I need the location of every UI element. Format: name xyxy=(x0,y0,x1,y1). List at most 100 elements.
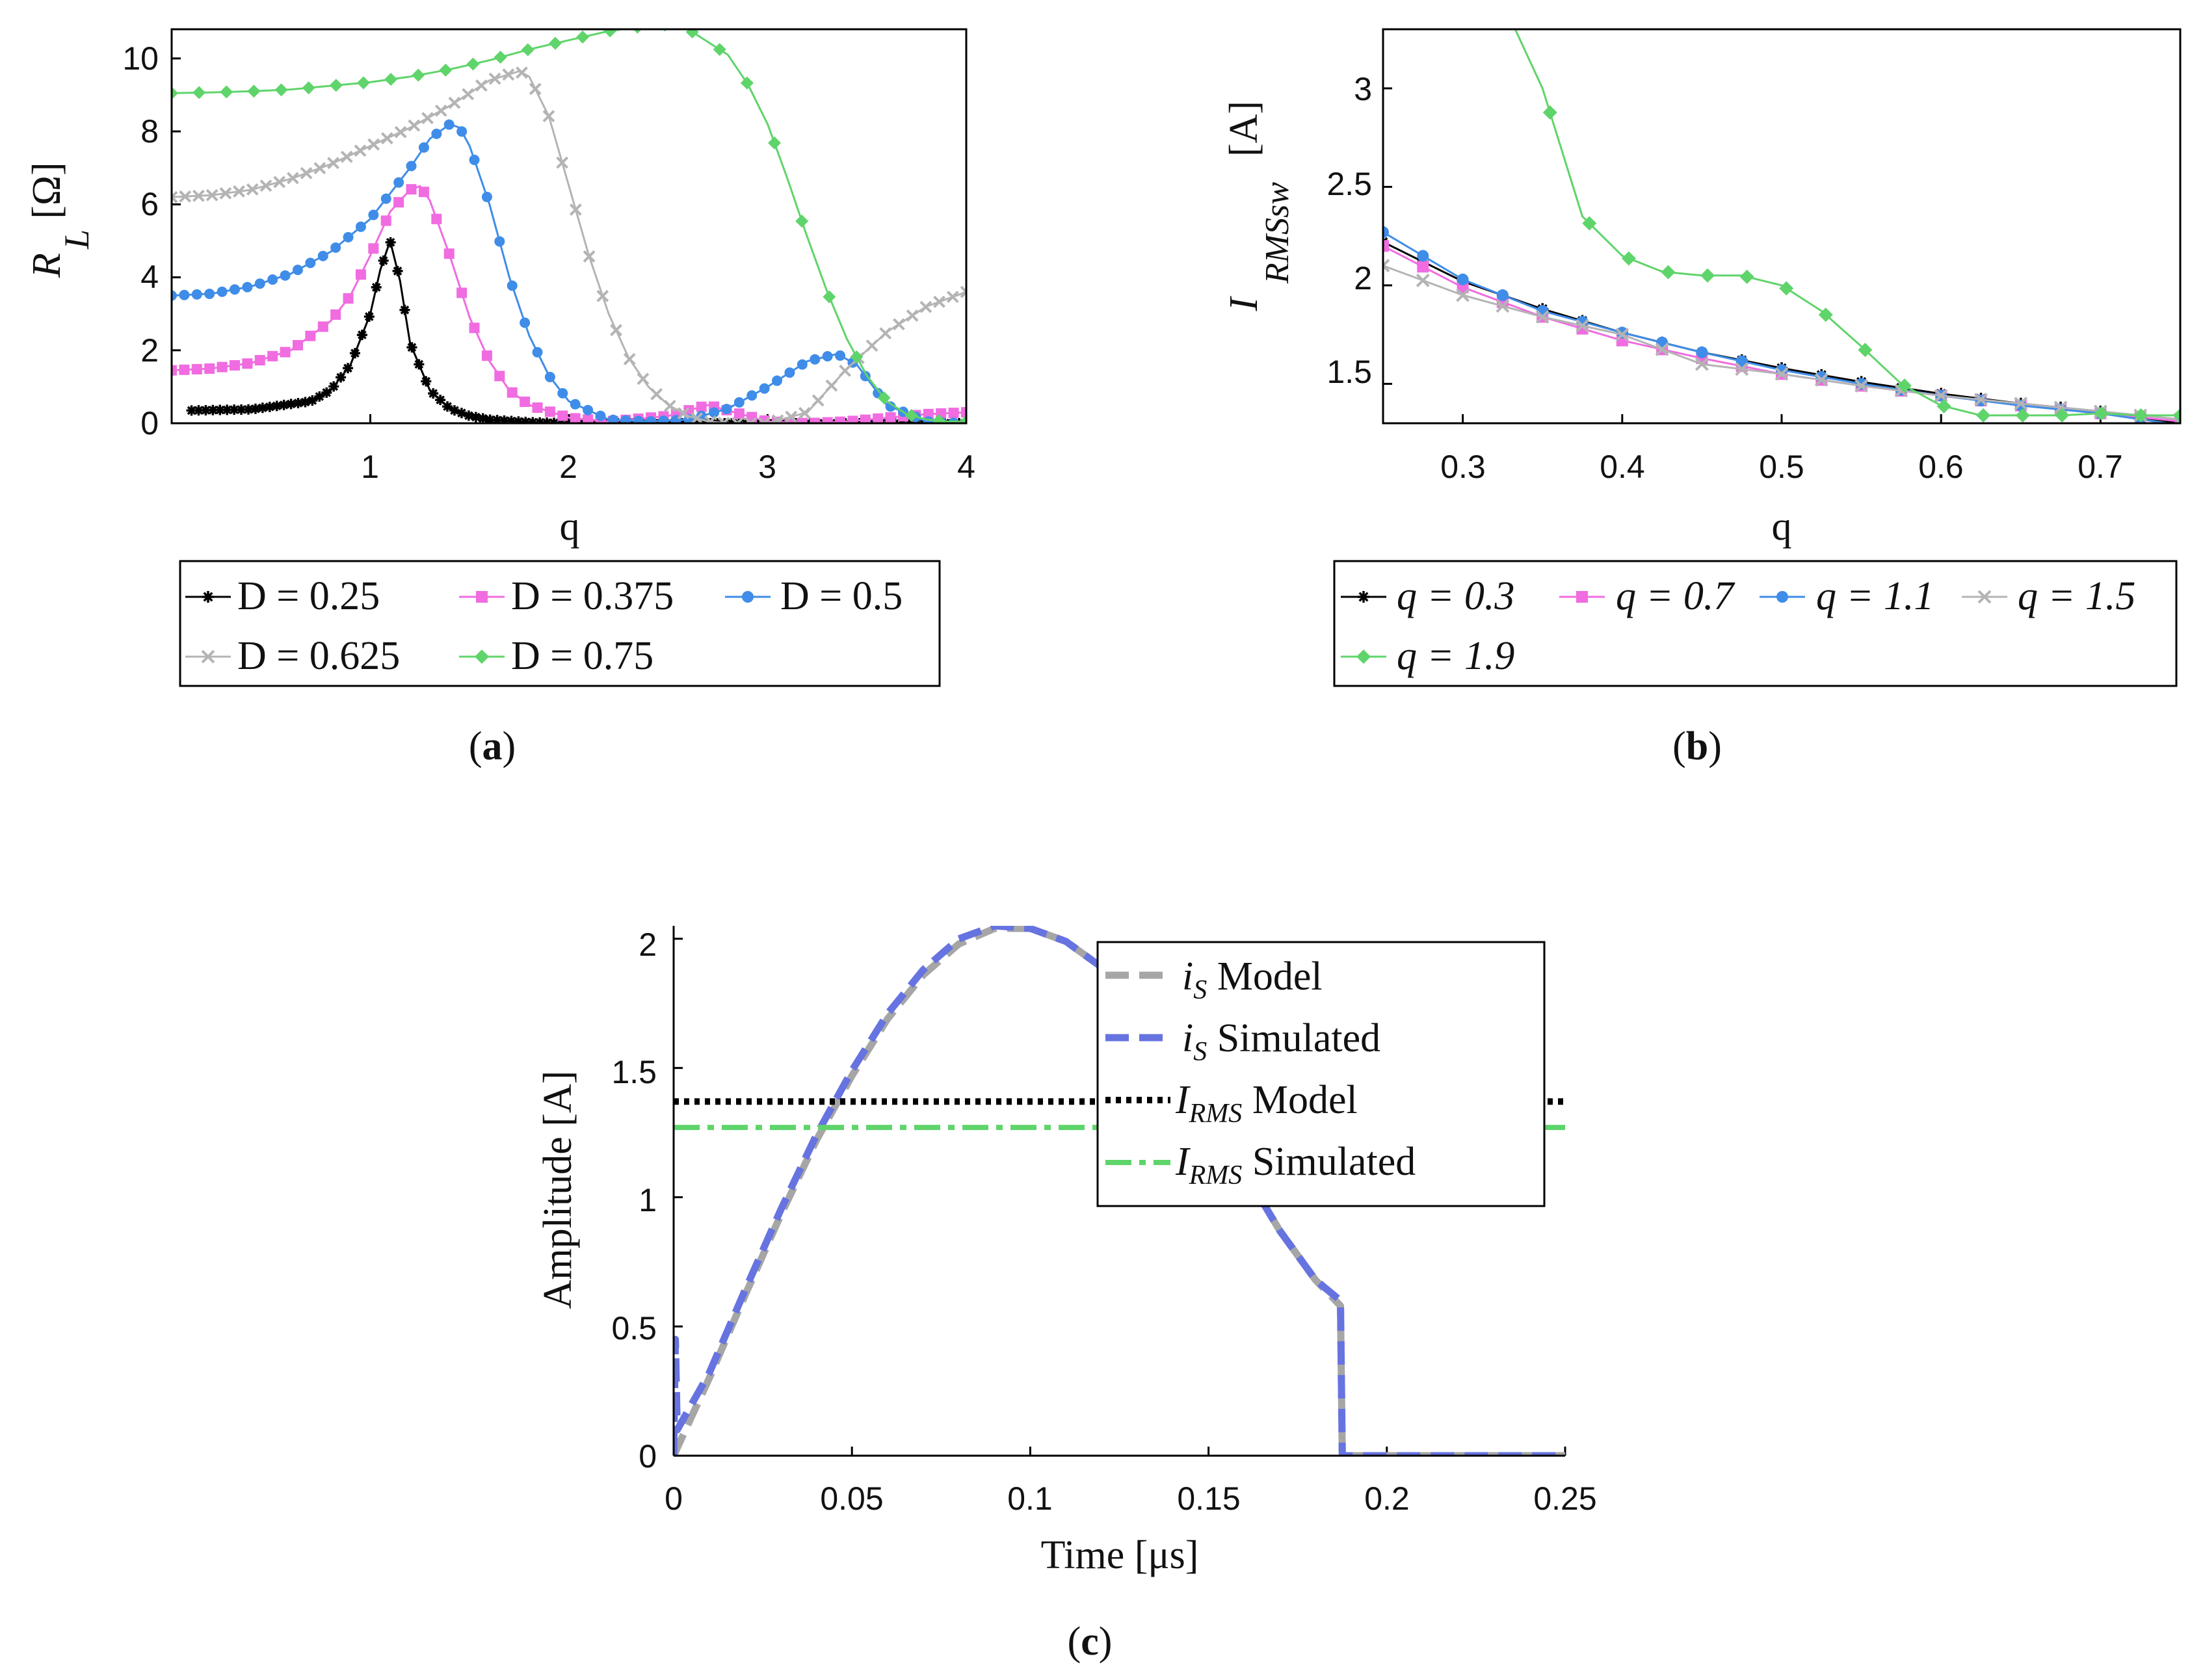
data-point-marker xyxy=(822,351,833,362)
data-point-marker xyxy=(435,395,446,406)
caption-close: ) xyxy=(503,724,516,768)
data-point-marker xyxy=(355,269,366,280)
legend-subscript: RMS xyxy=(1189,1161,1243,1190)
data-point-marker xyxy=(172,86,178,100)
data-point-marker xyxy=(236,404,247,415)
data-point-marker xyxy=(685,29,699,39)
data-point-marker xyxy=(264,401,275,412)
data-point-marker xyxy=(527,417,538,423)
data-point-marker xyxy=(434,104,447,117)
data-point-marker xyxy=(219,187,232,200)
legend-text: Simulated xyxy=(1242,1140,1416,1184)
data-point-marker xyxy=(544,406,555,417)
panel-c-y-tick-labels: 0 0.5 1 1.5 2 xyxy=(611,926,657,1475)
data-point-marker xyxy=(280,270,291,281)
data-point-marker xyxy=(835,416,846,423)
data-point-marker xyxy=(502,68,515,81)
data-point-marker xyxy=(1696,346,1708,358)
data-point-marker xyxy=(1456,288,1470,302)
data-point-marker xyxy=(1974,393,1988,407)
data-point-marker xyxy=(1417,261,1429,273)
data-point-marker xyxy=(785,410,798,423)
data-point-marker xyxy=(499,415,510,423)
data-point-marker xyxy=(217,361,228,373)
legend-marker xyxy=(742,591,754,603)
data-point-marker xyxy=(1735,355,1748,367)
data-point-marker xyxy=(443,119,455,130)
panel-c-ytick-label: 0.5 xyxy=(611,1310,657,1346)
data-point-marker xyxy=(810,354,821,365)
data-point-marker xyxy=(1615,328,1629,342)
data-point-marker xyxy=(704,415,717,423)
data-point-marker xyxy=(406,342,417,353)
data-point-marker xyxy=(839,364,852,377)
data-point-marker xyxy=(494,236,505,247)
data-point-marker xyxy=(233,185,245,198)
data-point-marker xyxy=(172,190,178,203)
data-point-marker xyxy=(412,68,425,82)
data-point-marker xyxy=(393,197,404,208)
data-point-marker xyxy=(520,317,531,328)
data-point-marker xyxy=(470,412,481,423)
panel-b-xtick-label: 0.4 xyxy=(1600,449,1645,485)
data-point-marker xyxy=(811,394,825,407)
data-point-marker xyxy=(336,372,347,383)
panel-c-legend-box xyxy=(1096,941,1546,1207)
data-point-marker xyxy=(658,415,669,423)
data-point-marker xyxy=(1621,251,1636,266)
data-point-marker xyxy=(650,387,663,400)
data-point-marker xyxy=(1496,299,1510,313)
data-point-marker xyxy=(1383,259,1390,273)
data-point-marker xyxy=(691,412,704,423)
data-point-marker xyxy=(340,150,353,163)
data-point-marker xyxy=(1535,309,1550,324)
data-point-marker xyxy=(933,295,945,308)
data-point-marker xyxy=(267,274,278,285)
data-point-marker xyxy=(456,408,467,419)
panel-b-ytick-label: 3 xyxy=(1354,71,1372,107)
data-point-marker xyxy=(544,371,555,382)
legend-marker xyxy=(1977,590,1992,604)
panel-b-x-tick-labels: 0.3 0.4 0.5 0.6 0.7 xyxy=(1440,449,2123,485)
data-point-marker xyxy=(795,215,809,228)
panel-b-caption: (b) xyxy=(1672,724,1722,768)
data-point-marker xyxy=(797,417,808,423)
series-group xyxy=(172,29,966,423)
data-point-marker xyxy=(603,29,617,38)
data-point-marker xyxy=(494,371,505,382)
caption-letter: c xyxy=(1081,1620,1099,1664)
caption-close: ) xyxy=(1099,1620,1113,1664)
data-point-marker xyxy=(349,348,360,359)
legend-symbol: I xyxy=(1175,1078,1191,1122)
data-point-marker xyxy=(1383,240,1389,252)
panel-c-xtick-label: 0.2 xyxy=(1364,1480,1410,1517)
data-point-marker xyxy=(529,83,542,96)
panel-c-y-axis-label: Amplitude [A] xyxy=(536,1071,580,1309)
data-point-marker xyxy=(2133,408,2148,423)
panel-a-legend-label: D = 0.375 xyxy=(511,574,674,618)
data-point-marker xyxy=(557,410,568,421)
data-point-marker xyxy=(384,73,398,86)
data-point-marker xyxy=(850,350,864,364)
legend-marker xyxy=(476,591,488,603)
data-point-marker xyxy=(797,359,808,370)
panel-a-ytick-label: 2 xyxy=(140,332,159,369)
data-point-marker xyxy=(380,132,393,145)
data-point-marker xyxy=(431,128,442,139)
data-point-marker xyxy=(246,183,259,196)
panel-c-xtick-label: 0 xyxy=(665,1480,683,1517)
data-point-marker xyxy=(179,289,190,300)
panel-c-legend-label: iS Model xyxy=(1182,954,1323,1005)
data-point-marker xyxy=(2055,408,2070,423)
data-point-marker xyxy=(392,265,403,276)
legend-marker xyxy=(201,650,215,664)
data-point-marker xyxy=(343,293,354,304)
data-point-marker xyxy=(463,410,474,421)
panel-c-x-tick-labels: 0 0.05 0.1 0.15 0.2 0.25 xyxy=(665,1480,1597,1517)
data-point-marker xyxy=(759,383,770,394)
panel-a-legend-label: D = 0.25 xyxy=(237,574,380,618)
data-point-marker xyxy=(823,290,836,304)
panel-b-ylabel-symbol: I xyxy=(1222,295,1266,311)
data-point-marker xyxy=(919,300,932,313)
panel-b-axes-box xyxy=(1382,28,2182,425)
